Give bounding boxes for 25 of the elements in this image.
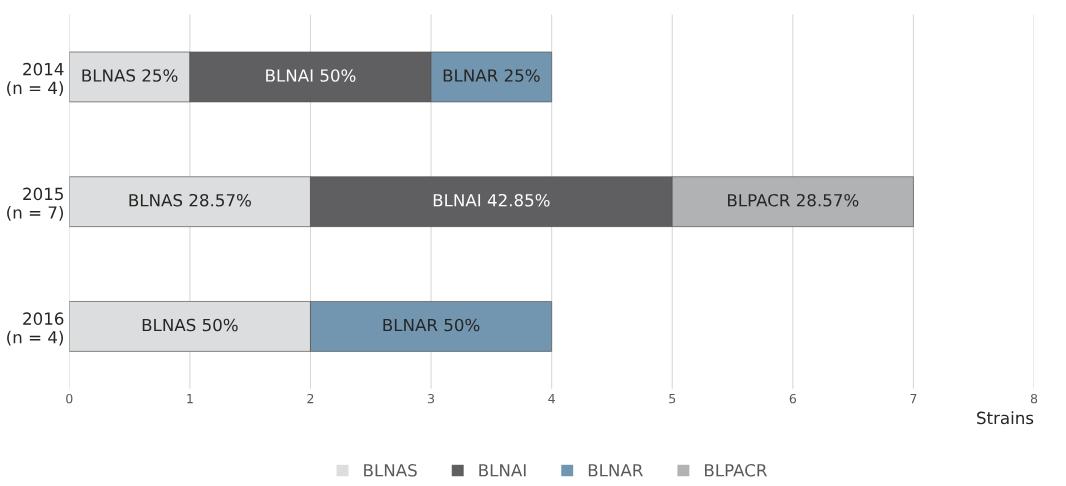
- x-tick-label: 0: [66, 393, 73, 404]
- x-tick-label: 7: [910, 394, 917, 404]
- x-tick-label: 5: [669, 394, 676, 404]
- x-tick-label: 2: [307, 393, 314, 404]
- data-label: BLNAS 50%: [142, 318, 238, 332]
- data-label: BLNAI 50%: [266, 69, 356, 82]
- y-tick-label: 2014 (n = 4): [7, 62, 64, 97]
- data-label: BLNAS 25%: [82, 69, 178, 82]
- x-tick-label: 8: [1030, 393, 1038, 404]
- legend-label: BLNAI: [479, 464, 526, 477]
- legend-label: BLNAR: [588, 464, 643, 477]
- x-tick-label: 6: [789, 393, 797, 404]
- data-label: BLNAR 25%: [443, 69, 540, 82]
- x-tick-label: 3: [428, 393, 435, 404]
- x-tick-label: 1: [187, 394, 193, 404]
- y-tick-label: 2016 (n = 4): [7, 312, 64, 346]
- legend-label: BLNAS: [364, 463, 417, 477]
- data-label: BLNAR 50%: [383, 318, 480, 332]
- x-axis-title: Strains: [977, 411, 1034, 425]
- data-label: BLPACR 28.57%: [728, 193, 859, 207]
- legend-label: BLPACR: [705, 463, 767, 477]
- data-label: BLNAI 42.85%: [433, 193, 550, 207]
- y-tick-label: 2015 (n = 7): [7, 187, 63, 221]
- x-tick-label: 4: [548, 394, 555, 404]
- data-label: BLNAS 28.57%: [129, 193, 251, 207]
